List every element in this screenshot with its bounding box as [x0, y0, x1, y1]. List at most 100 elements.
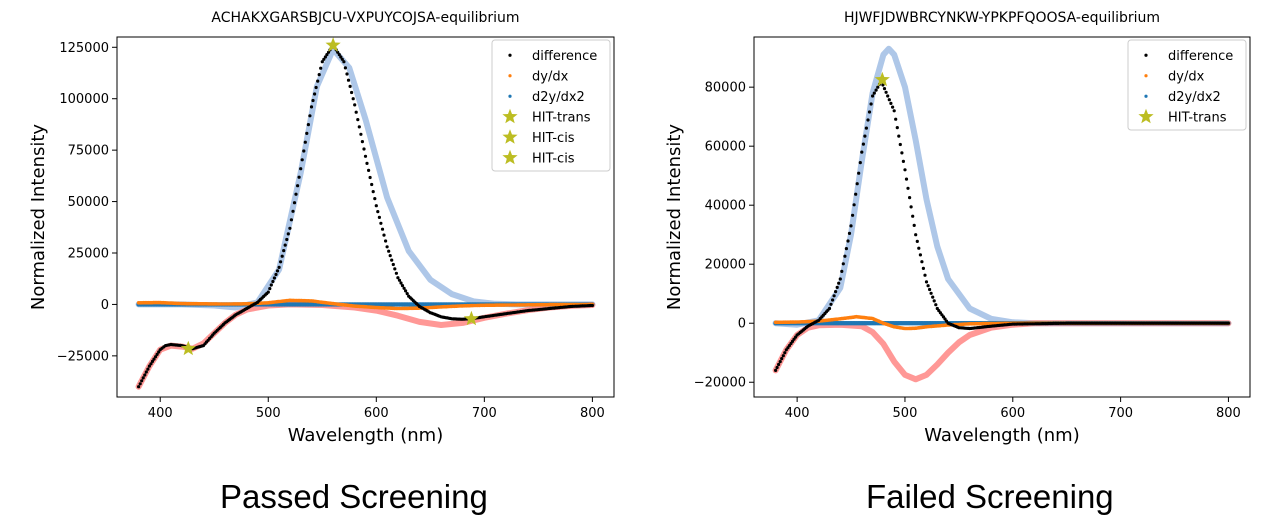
point [851, 213, 855, 217]
legend-label: dy/dx [532, 69, 569, 84]
point [871, 94, 875, 98]
x-axis-label: Wavelength (nm) [288, 425, 444, 446]
point [319, 66, 323, 70]
point [141, 376, 145, 380]
point [374, 204, 378, 208]
point [348, 84, 352, 88]
point [909, 205, 913, 209]
x-tick-label: 700 [472, 406, 497, 421]
point [339, 55, 343, 59]
point [886, 94, 890, 98]
point [934, 303, 938, 307]
y-tick-label: 100000 [59, 92, 109, 107]
point [317, 73, 321, 77]
point [864, 126, 868, 130]
x-tick-label: 600 [1000, 406, 1025, 421]
point [150, 359, 155, 363]
point [149, 362, 153, 366]
fit-red-curve [772, 320, 1232, 383]
point [394, 271, 398, 275]
point [363, 154, 368, 158]
point [390, 258, 394, 262]
point [932, 299, 936, 303]
point [367, 168, 371, 172]
hit-trans-star-marker [874, 71, 890, 87]
x-tick-label: 400 [785, 406, 810, 421]
point [325, 53, 329, 57]
point [155, 352, 159, 356]
point [840, 269, 844, 273]
point [359, 132, 363, 136]
legend-label: dy/dx [1168, 69, 1205, 84]
difference-series [774, 79, 1230, 372]
point [154, 355, 158, 359]
point [297, 175, 301, 179]
point [911, 214, 915, 218]
legend-marker [508, 53, 512, 57]
point [906, 186, 910, 190]
x-tick-label: 800 [580, 406, 605, 421]
point [283, 243, 287, 247]
point [314, 85, 318, 90]
point [904, 177, 909, 181]
caption-passed-screening: Passed Screening [220, 478, 488, 515]
point [897, 134, 901, 138]
point [901, 159, 905, 163]
point [385, 245, 389, 249]
point [861, 142, 865, 146]
point [353, 103, 357, 107]
point [326, 50, 331, 54]
legend-label: HIT-trans [1168, 110, 1227, 125]
legend-label: d2y/dx2 [532, 90, 585, 105]
chart-panel-failed: HJWFJDWBRCYNKW-YPKPFQOOSA-equilibrium 400… [636, 0, 1273, 530]
point [783, 351, 787, 355]
point [379, 221, 383, 225]
point [391, 262, 395, 267]
point [869, 102, 873, 106]
point [921, 266, 925, 270]
legend-label: difference [1168, 49, 1233, 64]
point [894, 117, 898, 121]
point [895, 126, 899, 130]
point [837, 281, 841, 285]
point [311, 98, 315, 103]
legend-marker [508, 74, 512, 78]
point [376, 210, 380, 214]
difference-series [137, 43, 595, 389]
x-tick-label: 800 [1216, 406, 1241, 421]
point [892, 109, 896, 113]
point [393, 267, 397, 271]
point [268, 287, 272, 291]
y-tick-label: 125000 [59, 41, 109, 56]
point [846, 239, 850, 243]
point [143, 373, 147, 377]
hit-cis-star-marker [463, 310, 479, 326]
chart-passed: ACHAKXGARSBJCU-VXPUYCOJSA-equilibrium 400… [28, 10, 615, 446]
point [774, 368, 778, 372]
y-tick-label: 25000 [68, 247, 109, 262]
point [404, 289, 408, 293]
point [854, 192, 858, 196]
point [849, 224, 853, 228]
point [912, 223, 916, 227]
point [402, 286, 406, 290]
point [292, 201, 297, 205]
y-tick-label: 60000 [705, 140, 746, 155]
y-tick-label: 50000 [68, 195, 109, 210]
point [400, 284, 405, 288]
point [914, 233, 918, 237]
point [841, 262, 845, 266]
legend-marker [1144, 74, 1148, 78]
chart-title: HJWFJDWBRCYNKW-YPKPFQOOSA-equilibrium [844, 10, 1160, 26]
x-tick-label: 500 [893, 406, 918, 421]
point [898, 142, 902, 147]
point [320, 60, 324, 64]
fit-red-curve [135, 301, 596, 390]
point [137, 385, 141, 389]
caption-failed-screening: Failed Screening [866, 478, 1114, 515]
point [908, 196, 912, 200]
point [918, 253, 922, 257]
point [342, 60, 346, 64]
legend-marker [1144, 53, 1148, 57]
point [138, 382, 142, 386]
